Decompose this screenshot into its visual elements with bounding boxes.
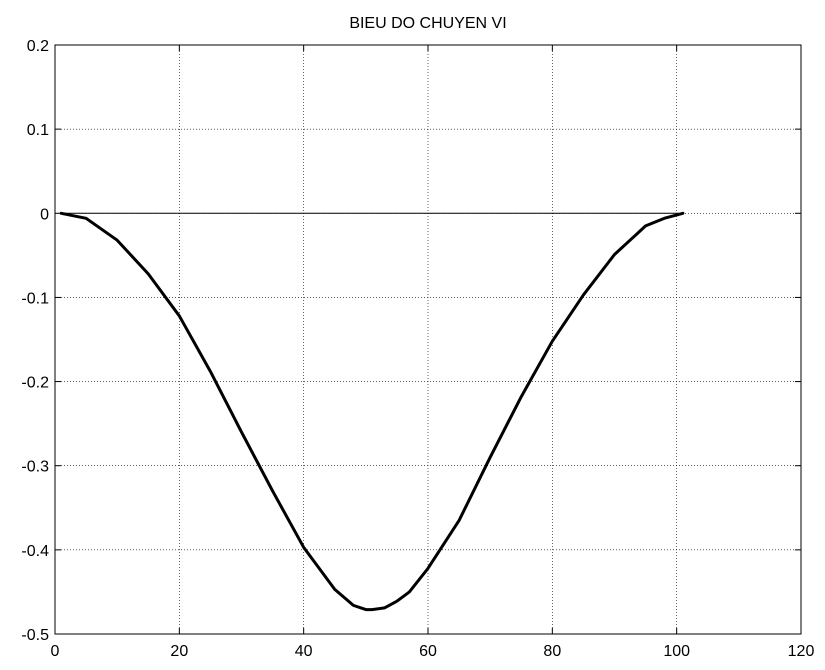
y-tick-label: 0.2 [27,38,49,55]
x-tick-label: 120 [788,643,815,660]
y-tick-label: -0.1 [21,290,49,307]
y-tick-label: -0.3 [21,459,49,476]
x-tick-label: 60 [419,643,437,660]
y-tick-label: 0.1 [27,122,49,139]
y-tick-label: -0.4 [21,543,49,560]
displacement-curve [59,211,685,612]
y-tick-label: -0.2 [21,375,49,392]
y-tick-label: 0 [40,206,49,223]
x-tick-label: 40 [295,643,313,660]
y-tick-label: -0.5 [21,627,49,644]
x-tick-label: 0 [51,643,60,660]
x-tick-label: 100 [663,643,690,660]
x-tick-label: 80 [543,643,561,660]
tick-layer: 0 20 40 60 80 100 120 -0.5 -0.4 -0.3 -0.2 -0.1 0 0.1 0… [21,38,814,660]
series-layer [59,211,685,612]
x-tick-label: 20 [170,643,188,660]
chart-title: BIEU DO CHUYEN VI [349,15,506,32]
